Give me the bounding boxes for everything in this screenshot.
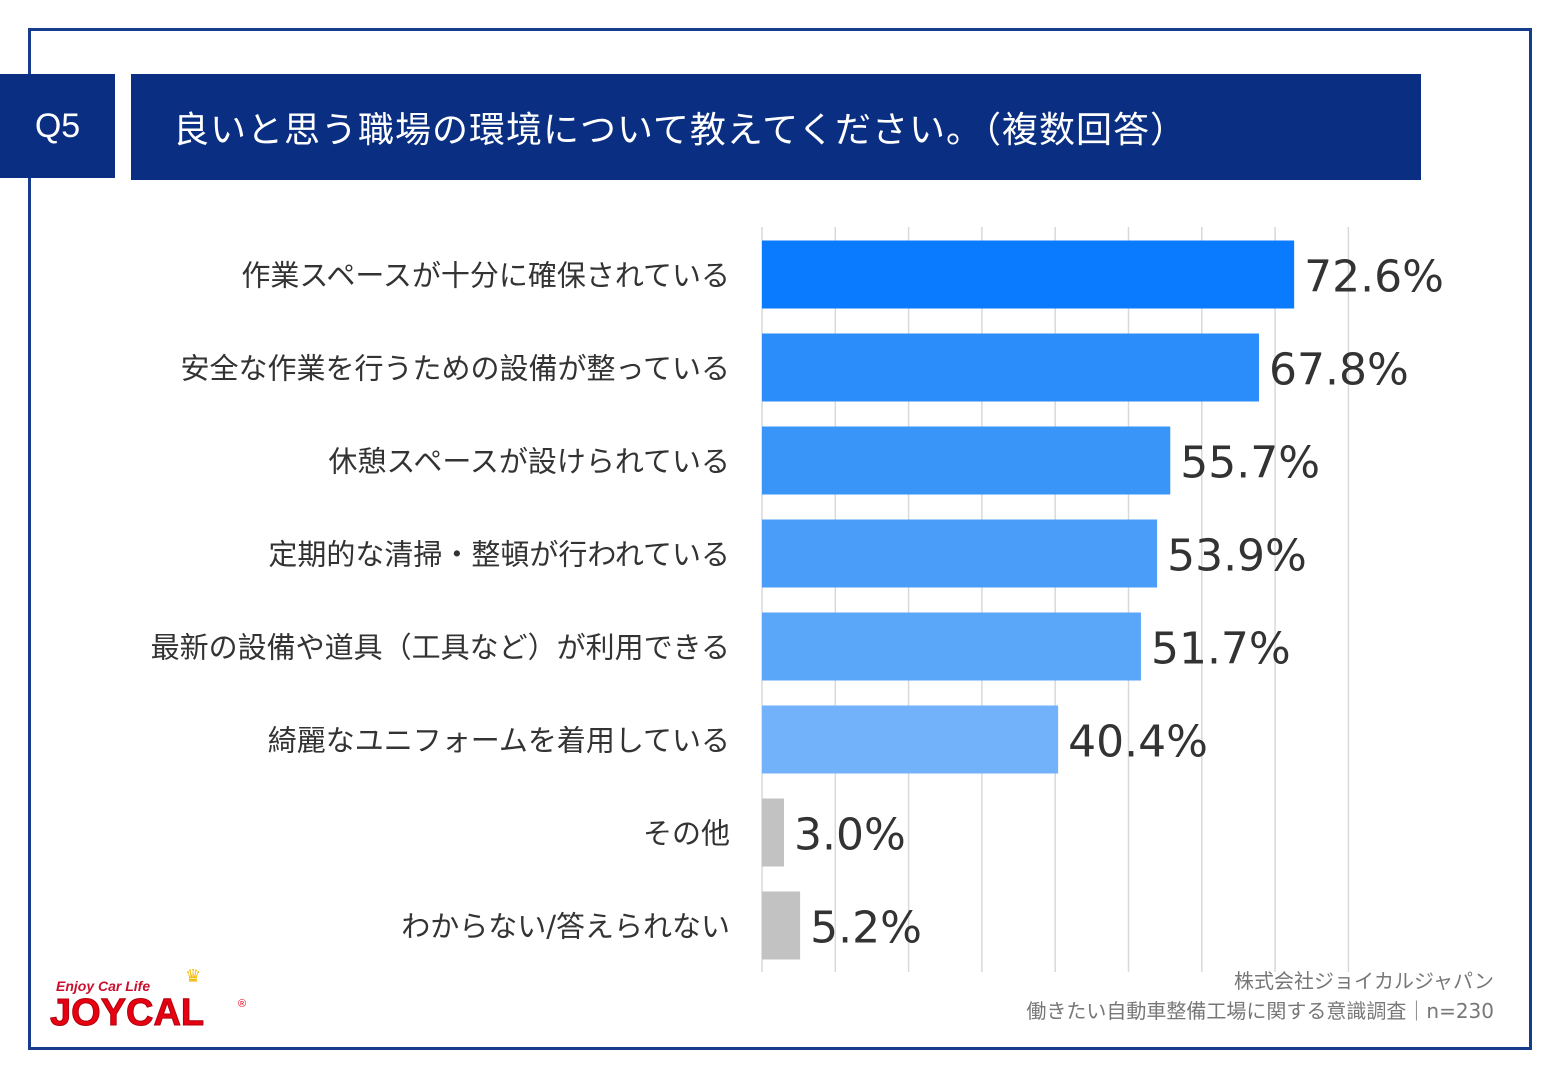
question-title: 良いと思う職場の環境について教えてください。（複数回答） <box>131 74 1421 180</box>
chart-frame <box>28 28 1532 1050</box>
data-label: 40.4% <box>1068 717 1208 768</box>
category-label: 最新の設備や道具（工具など）が利用できる <box>151 631 730 665</box>
source-survey: 働きたい自動車整備工場に関する意識調査｜n=230 <box>1026 999 1494 1023</box>
category-label: わからない/答えられない <box>401 910 730 944</box>
data-label: 67.8% <box>1269 345 1409 396</box>
question-badge: Q5 <box>0 74 115 178</box>
bar <box>762 519 1158 588</box>
bar <box>762 891 801 960</box>
data-label: 51.7% <box>1151 624 1291 675</box>
category-label: 休憩スペースが設けられている <box>328 445 730 479</box>
category-label: 定期的な清掃・整頓が行われている <box>268 538 730 572</box>
bar <box>762 798 784 867</box>
data-label: 3.0% <box>794 810 906 861</box>
bar <box>762 612 1141 681</box>
brand-tagline: Enjoy Car Life <box>56 978 151 994</box>
bar <box>762 426 1171 495</box>
brand-name: JOYCAL <box>49 992 205 1035</box>
data-label: 55.7% <box>1180 438 1320 489</box>
data-label: 5.2% <box>810 903 922 954</box>
source-company: 株式会社ジョイカルジャパン <box>1234 969 1494 993</box>
category-label: その他 <box>643 817 730 851</box>
source-note: 株式会社ジョイカルジャパン 働きたい自動車整備工場に関する意識調査｜n=230 <box>1026 966 1494 1026</box>
crown-icon: ♛ <box>185 966 202 987</box>
data-label: 72.6% <box>1304 252 1444 303</box>
category-label: 綺麗なユニフォームを着用している <box>268 724 730 758</box>
bar <box>762 705 1059 774</box>
bar <box>762 333 1259 402</box>
data-label: 53.9% <box>1167 531 1307 582</box>
registered-mark: ® <box>238 998 247 1010</box>
bar <box>762 240 1295 309</box>
category-label: 安全な作業を行うための設備が整っている <box>180 352 730 386</box>
category-label: 作業スペースが十分に確保されている <box>241 259 730 293</box>
